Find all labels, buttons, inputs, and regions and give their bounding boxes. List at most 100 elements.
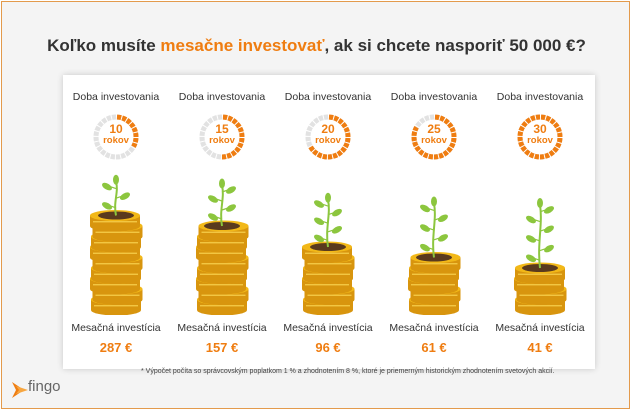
column-20-years: Doba investovania 20 rokov Mesačná invest…: [275, 75, 381, 369]
duration-label: Doba investovania: [178, 91, 266, 103]
plant-leaf-stalk: [539, 228, 547, 232]
plant-leaf: [332, 226, 342, 234]
ring-segment-gaps: [199, 114, 245, 160]
coin-bottom: [197, 273, 247, 284]
column-10-years: Doba investovania 10 rokov Mesačná invest…: [63, 75, 169, 369]
coin-bottom: [410, 262, 461, 274]
duration-ring: [517, 114, 563, 160]
coin-bottom: [197, 304, 247, 315]
plant-leaf-stalk: [539, 248, 547, 252]
plant-leaf-stalk: [427, 227, 435, 231]
years-unit: rokov: [315, 135, 341, 146]
plant-top-leaf: [537, 198, 543, 208]
plant-leaf: [526, 235, 536, 243]
monthly-investment-label: Mesačná investícia: [71, 322, 161, 334]
fingo-logo-icon[interactable]: [12, 380, 28, 400]
years-value: 15: [215, 122, 229, 136]
coin-bottom: [304, 294, 355, 305]
ring-segment-gaps: [305, 114, 351, 160]
plant-leaf-stalk: [427, 247, 435, 251]
coin-bottom: [409, 304, 459, 315]
plant-leaf: [544, 206, 554, 214]
plant-leaf: [420, 243, 430, 252]
coin-bottom: [409, 273, 459, 284]
plant-leaf-stalk: [109, 186, 117, 190]
monthly-investment-label: Mesačná investícia: [389, 322, 479, 334]
coin-bottom: [90, 252, 140, 263]
years-unit: rokov: [103, 135, 129, 146]
coin-stack-plant-illustration: [408, 196, 461, 315]
duration-label: Doba investovania: [390, 91, 478, 103]
plant-leaf-stalk: [321, 220, 329, 224]
duration-label: Doba investovania: [284, 91, 372, 103]
coin-bottom: [304, 262, 355, 274]
plant-leaf-stalk: [327, 229, 335, 233]
coin-bottom: [92, 262, 143, 274]
plant-leaf: [226, 186, 236, 194]
duration-label: Doba investovania: [72, 91, 160, 103]
coin-bottom: [196, 283, 246, 295]
plant-top-leaf: [219, 178, 225, 189]
plant-leaf-stalk: [539, 209, 547, 213]
plant-stem: [538, 204, 542, 269]
coin-stack-plant-illustration: [196, 178, 249, 315]
coin-bottom: [91, 273, 141, 284]
ring-center: [207, 122, 237, 152]
ring-center: [525, 122, 555, 152]
plant-leaf-stalk: [221, 207, 229, 211]
plant-leaf: [526, 254, 536, 263]
ring-center: [313, 122, 343, 152]
column-25-years: Doba investovania 25 rokov Mesačná invest…: [381, 75, 487, 369]
coin-bottom: [198, 294, 249, 305]
duration-label: Doba investovania: [496, 91, 584, 103]
plant-leaf-stalk: [215, 198, 223, 202]
investment-card: Doba investovania 10 rokov Mesačná invest…: [63, 75, 595, 369]
coin-bottom: [410, 294, 461, 305]
ring-center: [101, 122, 131, 152]
plant-leaf-stalk: [433, 237, 441, 241]
plant-leaf: [208, 213, 218, 221]
monthly-investment-label: Mesačná investícia: [495, 322, 585, 334]
plant-leaf: [314, 217, 324, 226]
monthly-investment-label: Mesačná investícia: [283, 322, 373, 334]
coin-bottom: [198, 231, 249, 242]
years-unit: rokov: [209, 135, 235, 146]
coin-bottom: [302, 252, 352, 263]
coin-bottom: [515, 304, 565, 315]
plant-leaf: [438, 234, 448, 242]
title-highlight: mesačne investovať: [160, 36, 325, 55]
coin-bottom: [302, 283, 352, 295]
plant-leaf: [102, 202, 112, 210]
plant-top-leaf: [113, 174, 119, 185]
plant-top-leaf: [431, 196, 437, 207]
years-value: 10: [109, 122, 123, 136]
plant-leaf: [544, 225, 554, 234]
plant-top-leaf: [325, 192, 331, 203]
column-30-years: Doba investovania 30 rokov Mesačná invest…: [487, 75, 593, 369]
plant-stem: [326, 199, 330, 248]
page-title: Koľko musíte mesačne investovať, ak si c…: [47, 36, 586, 55]
column-15-years: Doba investovania 15 rokov Mesačná invest…: [169, 75, 275, 369]
coin-bottom: [92, 294, 143, 305]
plant-leaf-stalk: [433, 217, 441, 221]
coin-bottom: [515, 273, 565, 284]
coin-bottom: [516, 294, 567, 305]
plant-leaf-stalk: [321, 203, 329, 207]
duration-ring: [305, 114, 351, 160]
logo-text[interactable]: fingo: [28, 378, 61, 395]
plant-leaf: [314, 234, 324, 243]
coin-bottom: [91, 304, 141, 315]
plant-leaf: [208, 195, 218, 203]
monthly-amount: 287 €: [99, 340, 133, 355]
plant-leaf-stalk: [533, 238, 541, 242]
footnote: * Výpočet počíta so správcovským poplatk…: [141, 368, 555, 375]
years-value: 30: [533, 122, 547, 136]
plant-leaf-stalk: [221, 189, 229, 193]
plant-leaf: [120, 192, 130, 200]
monthly-amount: 96 €: [315, 340, 341, 355]
coin-bottom: [196, 252, 246, 263]
plant-leaf: [526, 215, 536, 224]
plant-leaf-stalk: [109, 205, 117, 209]
plant-leaf: [226, 204, 236, 212]
plant-leaf-stalk: [427, 207, 435, 211]
